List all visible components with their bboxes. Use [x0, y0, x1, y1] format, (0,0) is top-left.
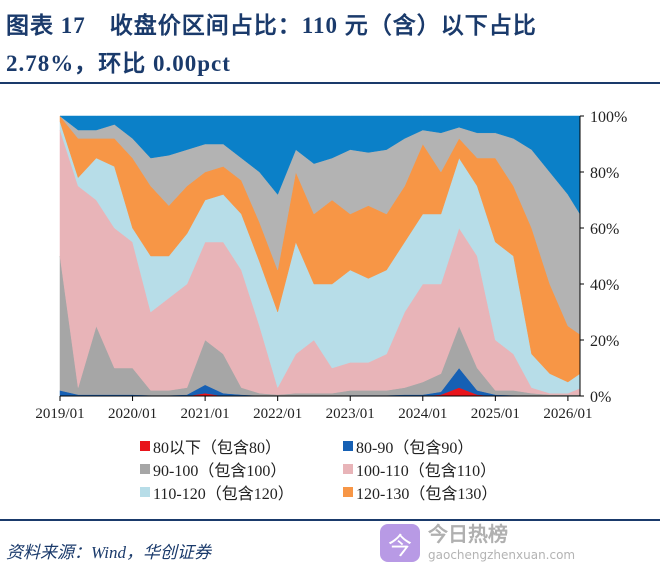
legend-label: 100-110（包含110）: [356, 463, 497, 480]
x-tick-label: 2019/01: [35, 406, 84, 420]
legend-label: 90-100（包含100）: [153, 463, 287, 480]
legend-swatch-icon: [343, 441, 353, 451]
legend-swatch-icon: [343, 487, 353, 497]
footer-divider: [0, 519, 660, 521]
x-tick-label: 2023/01: [326, 406, 375, 420]
y-tick-label: 0%: [590, 389, 611, 406]
legend-swatch-icon: [343, 464, 353, 474]
stacked-area-chart: 0% 20% 40% 60% 80% 100% 2019/01 2020/01 2021/01 2…: [35, 109, 627, 420]
x-tick-label: 2021/01: [181, 406, 230, 420]
watermark-url: gaochengzhenxuan.com: [428, 548, 576, 562]
y-tick-label: 100%: [590, 109, 627, 126]
legend-label: 80以下（包含80）: [153, 440, 282, 457]
source-note: 资料来源：Wind，华创证券: [6, 543, 211, 562]
legend-item: 80-90（包含90）: [343, 434, 473, 458]
legend-item: 80以下（包含80）: [140, 434, 281, 458]
y-tick-label: 60%: [590, 221, 619, 238]
y-tick-label: 80%: [590, 165, 619, 182]
legend-label: 110-120（包含120）: [153, 486, 294, 503]
chart-title-line-2: 2.78%，环比 0.00pct: [6, 51, 231, 76]
y-tick-label: 20%: [590, 333, 619, 350]
legend-item: 90-100（包含100）: [140, 457, 286, 481]
title-divider: [0, 82, 660, 84]
legend-item: 100-110（包含110）: [343, 457, 496, 481]
y-tick-label: 40%: [590, 277, 619, 294]
legend-swatch-icon: [140, 441, 150, 451]
chart-title-line-1: 图表 17 收盘价区间占比：110 元（含）以下占比: [6, 13, 537, 38]
legend-item: 110-120（包含120）: [140, 480, 294, 504]
legend-item: 120-130（包含130）: [343, 480, 497, 504]
x-tick-label: 2025/01: [471, 406, 520, 420]
legend-swatch-icon: [140, 464, 150, 474]
legend-swatch-icon: [140, 487, 150, 497]
x-tick-label: 2024/01: [398, 406, 447, 420]
legend-label: 120-130（包含130）: [356, 486, 498, 503]
x-tick-label: 2020/01: [108, 406, 157, 420]
legend-label: 80-90（包含90）: [356, 440, 474, 457]
x-tick-label: 2022/01: [253, 406, 302, 420]
watermark-logo-icon: 今: [380, 524, 420, 562]
x-tick-label: 2026/01: [543, 406, 592, 420]
watermark-name: 今日热榜: [428, 522, 508, 546]
